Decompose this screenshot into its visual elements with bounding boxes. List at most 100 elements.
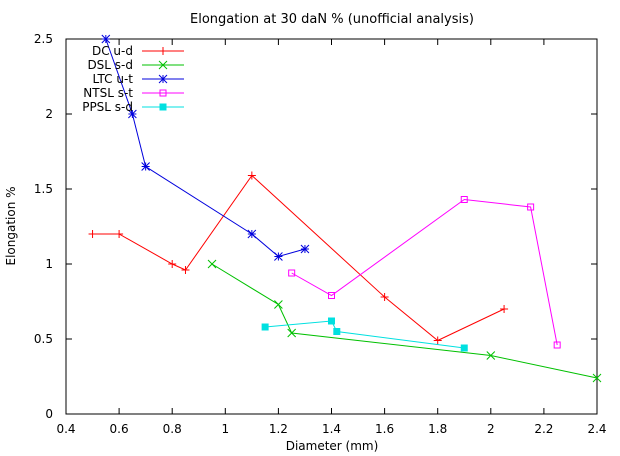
x-tick-label: 1.2: [269, 422, 288, 436]
x-tick-label: 1.8: [428, 422, 447, 436]
x-tick-label: 2: [487, 422, 495, 436]
data-point: [158, 74, 168, 84]
marker-stroke: [128, 109, 137, 119]
data-point: [159, 89, 167, 97]
series-dsl-s-d: [207, 259, 602, 383]
data-point: [274, 252, 283, 261]
x-tick-label: 1.6: [375, 422, 394, 436]
data-point: [207, 259, 217, 269]
marker-stroke: [486, 351, 496, 360]
y-tick-label: 1.5: [34, 182, 53, 196]
legend-label: NTSL s-t: [83, 86, 133, 100]
marker-square: [328, 317, 335, 325]
series-ltc-u-t: [101, 34, 310, 261]
data-point: [592, 373, 602, 383]
data-point: [433, 336, 442, 345]
y-tick-label: 2.5: [34, 32, 53, 46]
marker-square: [553, 341, 561, 349]
series-ntsl-s-t: [288, 196, 561, 349]
x-tick-label: 0.4: [56, 422, 75, 436]
marker-stroke: [300, 244, 310, 254]
marker-square: [333, 328, 341, 335]
data-point: [141, 162, 151, 171]
series-line: [92, 174, 505, 342]
legend-label: DSL s-d: [87, 58, 133, 72]
data-point: [261, 323, 269, 331]
marker-square: [159, 89, 167, 97]
marker-stroke: [141, 162, 151, 171]
y-tick-label: 1: [45, 257, 53, 271]
marker-stroke: [158, 74, 168, 84]
legend-label: PPSL s-d: [82, 100, 133, 114]
data-point: [168, 260, 177, 268]
data-point: [287, 328, 297, 338]
legend-label: LTC u-t: [93, 72, 134, 86]
data-point: [500, 305, 509, 313]
data-point: [115, 230, 124, 238]
marker-stroke: [101, 34, 111, 44]
x-tick-label: 0.6: [110, 422, 129, 436]
marker-stroke: [592, 373, 602, 383]
y-tick-label: 0.5: [34, 332, 53, 346]
data-point: [333, 328, 341, 335]
legend-item: DSL s-d: [87, 58, 184, 72]
y-tick-label: 0: [45, 407, 53, 421]
legend-item: LTC u-t: [93, 72, 184, 86]
legend-label: DC u-d: [92, 44, 133, 58]
series-line: [265, 320, 465, 349]
data-point: [247, 229, 257, 239]
x-tick-label: 1: [221, 422, 229, 436]
data-point: [328, 292, 335, 299]
x-tick-label: 2.4: [587, 422, 606, 436]
marker-stroke: [274, 300, 283, 309]
series-line: [291, 198, 558, 346]
data-point: [553, 341, 561, 349]
marker-stroke: [207, 259, 217, 269]
data-point: [328, 317, 335, 325]
marker-square: [460, 344, 468, 352]
data-point: [181, 266, 190, 274]
marker-square: [288, 269, 296, 277]
data-point: [460, 196, 468, 203]
data-point: [460, 344, 468, 352]
x-axis-label: Diameter (mm): [286, 439, 379, 453]
marker-stroke: [287, 328, 297, 338]
x-tick-label: 1.4: [322, 422, 341, 436]
y-axis: 0 0.5 1 1.5 2 2.5: [34, 32, 597, 421]
series-ppsl-s-d: [261, 317, 468, 352]
marker-stroke: [274, 252, 283, 261]
data-point: [300, 244, 310, 254]
marker-stroke: [247, 229, 257, 239]
series-layer: [88, 34, 602, 383]
y-tick-label: 2: [45, 107, 53, 121]
marker-square: [328, 292, 335, 299]
x-axis: 0.4 0.6 0.8 1 1.2 1.4 1.6 1.8 2 2.2 2.4: [56, 39, 607, 436]
marker-square: [527, 203, 535, 211]
data-point: [274, 300, 283, 309]
marker-square: [261, 323, 269, 331]
data-point: [158, 60, 168, 70]
data-point: [247, 171, 256, 180]
marker-square: [460, 196, 468, 203]
series-dc-u-d: [88, 171, 509, 345]
data-point: [527, 203, 535, 211]
series-line: [105, 38, 306, 258]
marker-stroke: [158, 60, 168, 70]
data-point: [88, 230, 97, 238]
legend-item: DC u-d: [92, 44, 184, 58]
marker-square: [159, 103, 167, 111]
legend-item: NTSL s-t: [83, 86, 184, 100]
data-point: [159, 47, 167, 55]
data-point: [159, 103, 167, 111]
chart-title: Elongation at 30 daN % (unofficial analy…: [190, 12, 474, 27]
y-axis-label: Elongation %: [4, 186, 18, 265]
data-point: [128, 109, 137, 119]
data-point: [288, 269, 296, 277]
data-point: [101, 34, 111, 44]
x-tick-label: 2.2: [534, 422, 553, 436]
legend-item: PPSL s-d: [82, 100, 184, 114]
data-point: [486, 351, 496, 360]
